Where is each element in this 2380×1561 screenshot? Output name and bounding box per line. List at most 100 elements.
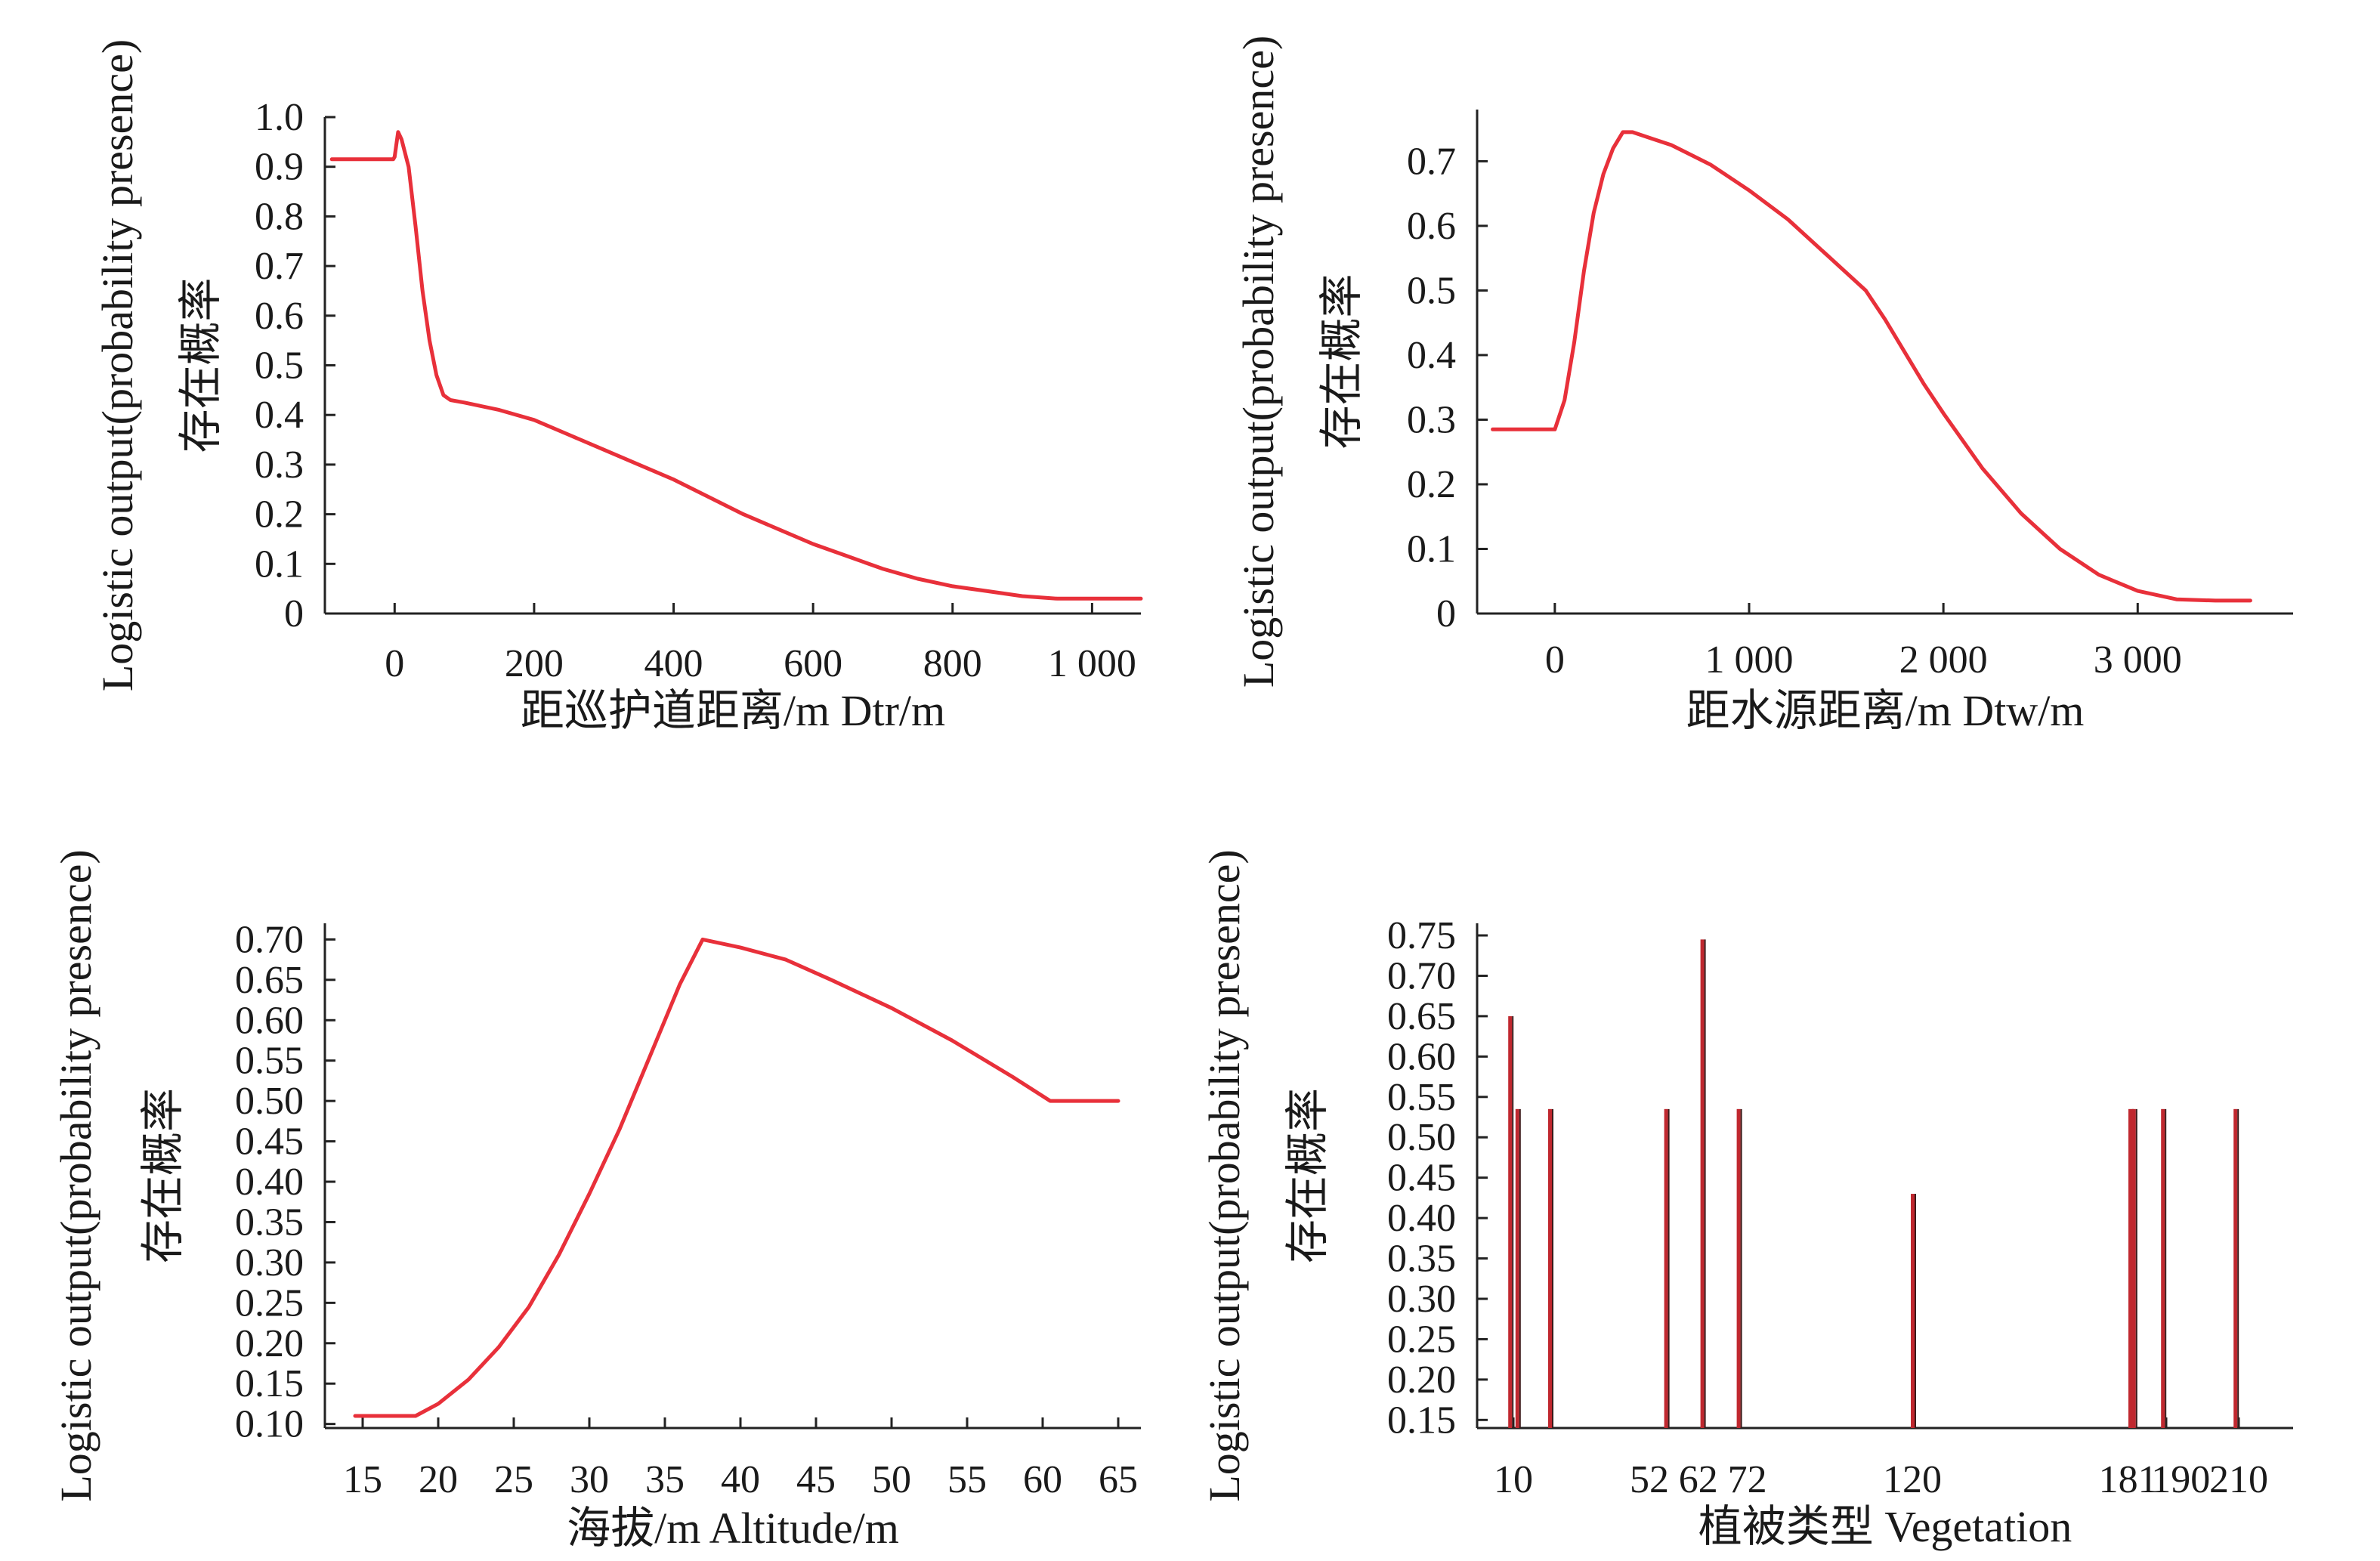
x-tick-label: 45 bbox=[796, 1458, 836, 1501]
y-axis-title: Logistic output(probability presence) bbox=[93, 39, 142, 691]
x-tick-label: 400 bbox=[644, 642, 703, 685]
bar bbox=[2161, 1108, 2165, 1428]
x-tick-label: 2 000 bbox=[1899, 638, 1988, 682]
x-tick-label: 72 bbox=[1728, 1458, 1767, 1501]
x-tick-label: 1 000 bbox=[1705, 638, 1794, 682]
x-tick-label: 10 bbox=[1494, 1458, 1533, 1501]
bar bbox=[2131, 1108, 2136, 1428]
y-tick-label: 0.20 bbox=[1387, 1359, 1456, 1402]
y-tick-label: 0.60 bbox=[1387, 1035, 1456, 1078]
x-tick-label: 1 000 bbox=[1048, 642, 1136, 685]
x-tick-label: 0 bbox=[385, 642, 404, 685]
x-tick-label: 55 bbox=[947, 1458, 987, 1501]
y-axis-title: 存在概率 bbox=[138, 1088, 187, 1263]
x-tick-label: 200 bbox=[505, 642, 564, 685]
y-tick-label: 0.1 bbox=[1407, 527, 1456, 570]
y-tick-label: 0.50 bbox=[235, 1080, 304, 1123]
y-tick-label: 0.10 bbox=[235, 1403, 304, 1446]
y-tick-label: 0.35 bbox=[235, 1201, 304, 1244]
x-tick-label: 30 bbox=[570, 1458, 609, 1501]
y-axis-title: Logistic output(probability presence) bbox=[51, 849, 100, 1501]
x-tick-label: 25 bbox=[494, 1458, 533, 1501]
x-tick-label: 52 bbox=[1630, 1458, 1669, 1501]
y-tick-label: 0 bbox=[284, 592, 304, 635]
x-tick-label: 60 bbox=[1023, 1458, 1062, 1501]
x-tick-label: 20 bbox=[419, 1458, 458, 1501]
bar bbox=[1736, 1108, 1741, 1428]
chart-panel-1: 0 0.1 0.2 0.3 0.4 0.5 0.6 0.7 0.8 0.9 1.0 0 200 400 60… bbox=[93, 39, 1143, 735]
x-tick-label: 210 bbox=[2209, 1458, 2268, 1501]
y-tick-label: 0.2 bbox=[1407, 463, 1456, 506]
bar bbox=[1664, 1108, 1668, 1428]
y-tick-label: 0.20 bbox=[235, 1322, 304, 1365]
bar bbox=[1911, 1194, 1915, 1428]
y-tick-label: 0.3 bbox=[1407, 398, 1456, 441]
y-tick-label: 0.9 bbox=[255, 146, 304, 189]
y-tick-label: 0.55 bbox=[1387, 1076, 1456, 1119]
y-tick-label: 0.4 bbox=[255, 394, 304, 437]
y-tick-label: 0.40 bbox=[1387, 1197, 1456, 1240]
chart-panel-2: 0 0.1 0.2 0.3 0.4 0.5 0.6 0.7 0 1 000 2 000 3 000距水… bbox=[1234, 36, 2293, 735]
y-tick-label: 0.6 bbox=[255, 295, 304, 338]
y-tick-label: 0.65 bbox=[235, 959, 304, 1002]
bar bbox=[1700, 939, 1705, 1428]
series-line-1 bbox=[353, 937, 1120, 1418]
y-axis-title: Logistic output(probability presence) bbox=[1234, 36, 1283, 688]
y-tick-label: 0 bbox=[1436, 592, 1456, 635]
y-tick-label: 1.0 bbox=[255, 96, 304, 139]
chart-panel-4: 0.150.200.250.300.350.400.450.500.550.60… bbox=[1200, 849, 2293, 1551]
bar bbox=[2233, 1108, 2238, 1428]
y-tick-label: 0.60 bbox=[235, 999, 304, 1042]
y-tick-label: 0.25 bbox=[1387, 1318, 1456, 1361]
x-tick-label: 600 bbox=[784, 642, 842, 685]
y-tick-label: 0.70 bbox=[235, 918, 304, 961]
y-tick-label: 0.75 bbox=[1387, 914, 1456, 957]
bar bbox=[2128, 1108, 2132, 1428]
y-tick-label: 0.45 bbox=[1387, 1157, 1456, 1200]
x-tick-label: 181 bbox=[2099, 1458, 2158, 1501]
x-tick-label: 120 bbox=[1883, 1458, 1942, 1501]
y-axis-title: 存在概率 bbox=[176, 277, 225, 453]
x-tick-label: 40 bbox=[721, 1458, 760, 1501]
y-tick-label: 0.7 bbox=[1407, 140, 1456, 183]
y-tick-label: 0.45 bbox=[235, 1121, 304, 1164]
x-tick-label: 50 bbox=[872, 1458, 911, 1501]
y-axis-title: 存在概率 bbox=[1283, 1088, 1332, 1263]
y-tick-label: 0.7 bbox=[255, 245, 304, 288]
bar bbox=[1515, 1108, 1519, 1428]
bar bbox=[1548, 1108, 1552, 1428]
y-tick-label: 0.65 bbox=[1387, 995, 1456, 1038]
y-tick-label: 0.1 bbox=[255, 542, 304, 586]
y-tick-label: 0.5 bbox=[255, 345, 304, 388]
y-tick-label: 0.55 bbox=[235, 1040, 304, 1083]
y-tick-label: 0.6 bbox=[1407, 205, 1456, 248]
y-axis-title: Logistic output(probability presence) bbox=[1200, 849, 1249, 1501]
y-tick-label: 0.5 bbox=[1407, 269, 1456, 312]
x-tick-label: 65 bbox=[1099, 1458, 1138, 1501]
y-tick-label: 0.70 bbox=[1387, 954, 1456, 997]
y-tick-label: 0.40 bbox=[235, 1161, 304, 1204]
x-axis-title: 植被类型 Vegetation bbox=[1698, 1502, 2072, 1551]
y-tick-label: 0.25 bbox=[235, 1281, 304, 1325]
y-tick-label: 0.2 bbox=[255, 493, 304, 536]
y-tick-label: 0.15 bbox=[235, 1362, 304, 1405]
y-tick-label: 0.8 bbox=[255, 195, 304, 238]
x-axis-title: 距巡护道距离/m Dtr/m bbox=[521, 686, 945, 735]
x-axis-title: 海拔/m Altitude/m bbox=[567, 1504, 899, 1553]
y-tick-label: 0.3 bbox=[255, 444, 304, 487]
x-tick-label: 190 bbox=[2151, 1458, 2210, 1501]
x-tick-label: 15 bbox=[343, 1458, 382, 1501]
y-tick-label: 0.4 bbox=[1407, 334, 1456, 377]
x-tick-label: 62 bbox=[1679, 1458, 1718, 1501]
chart-panel-3: 0.100.150.200.250.300.350.400.450.500.55… bbox=[51, 849, 1141, 1553]
y-axis-title: 存在概率 bbox=[1317, 274, 1366, 449]
x-tick-label: 3 000 bbox=[2094, 638, 2182, 682]
x-tick-label: 35 bbox=[645, 1458, 685, 1501]
y-tick-label: 0.30 bbox=[1387, 1278, 1456, 1321]
series-line-1 bbox=[329, 130, 1143, 601]
y-tick-label: 0.35 bbox=[1387, 1238, 1456, 1281]
x-tick-label: 0 bbox=[1545, 638, 1565, 682]
y-tick-label: 0.50 bbox=[1387, 1116, 1456, 1159]
x-tick-label: 800 bbox=[923, 642, 982, 685]
series-line-1 bbox=[1491, 130, 2252, 603]
